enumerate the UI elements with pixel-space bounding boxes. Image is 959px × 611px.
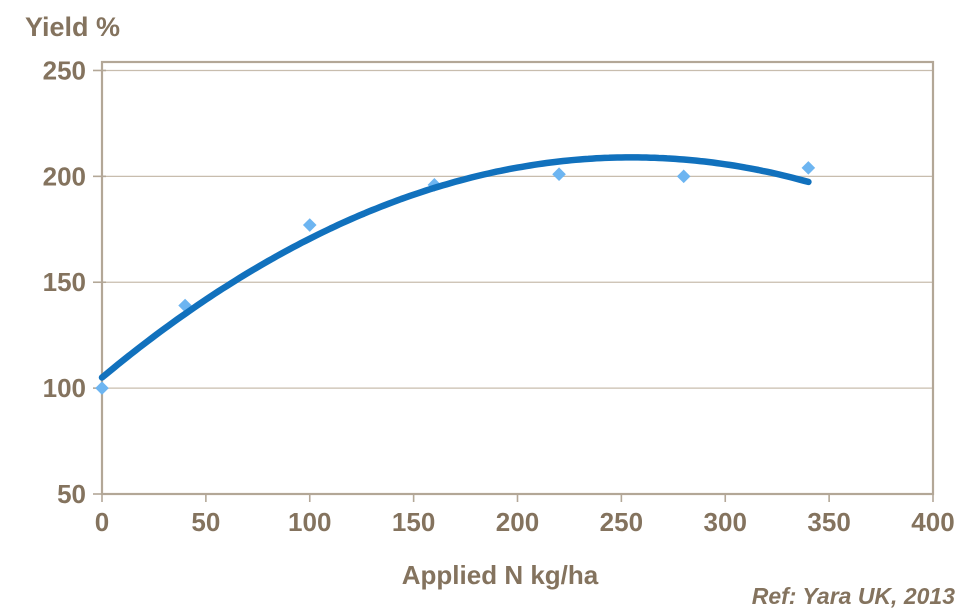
x-tick-label: 200 [496, 507, 539, 537]
data-point-marker [676, 169, 691, 184]
data-point-marker [552, 167, 566, 182]
trendline-curve [98, 154, 812, 381]
x-tick-label: 100 [288, 507, 331, 537]
y-tick-label: 250 [43, 55, 86, 85]
x-tick-label: 350 [807, 507, 850, 537]
reference-note: Ref: Yara UK, 2013 [751, 583, 955, 609]
y-tick-label: 100 [43, 373, 86, 403]
x-tick-label: 300 [704, 507, 747, 537]
x-tick-label: 0 [95, 507, 109, 537]
x-tick-label: 250 [600, 507, 643, 537]
y-tick-label: 50 [57, 479, 86, 509]
x-axis-title: Applied N kg/ha [401, 560, 599, 590]
data-point-marker [302, 218, 317, 232]
data-point-marker [95, 381, 109, 395]
plot-frame [100, 60, 935, 496]
y-tick-label: 150 [43, 267, 86, 297]
y-axis-title: Yield % [25, 12, 121, 42]
x-tick-label: 400 [911, 507, 954, 537]
data-point-marker [801, 161, 816, 175]
x-tick-label: 50 [191, 507, 220, 537]
y-tick-label: 200 [43, 161, 86, 191]
x-tick-label: 150 [392, 507, 435, 537]
